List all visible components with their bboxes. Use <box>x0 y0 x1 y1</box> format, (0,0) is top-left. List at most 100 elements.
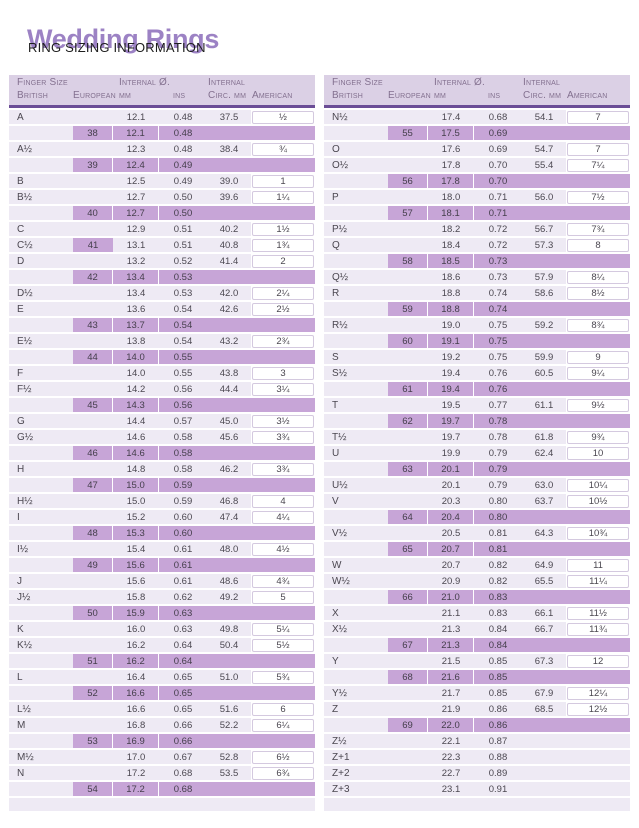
table-row: W½ 20.9 0.82 65.5 11¼ <box>324 574 630 588</box>
diameter-ins-cell: 0.73 <box>474 270 522 284</box>
circumference-mm-cell: 45.0 <box>207 414 251 428</box>
header-american: American <box>567 90 608 101</box>
diameter-mm-cell: 16.4 <box>113 670 159 684</box>
table-row: M 16.8 0.66 52.2 6¼ <box>9 718 315 732</box>
british-size-cell: B <box>9 174 73 188</box>
diameter-mm-cell: 21.3 <box>428 622 474 636</box>
american-size-cell <box>251 158 315 172</box>
table-row: T 19.5 0.77 61.1 9½ <box>324 398 630 412</box>
diameter-mm-cell: 15.6 <box>113 574 159 588</box>
diameter-ins-cell: 0.68 <box>474 110 522 124</box>
diameter-ins-cell: 0.50 <box>159 190 207 204</box>
british-size-cell: M <box>9 718 73 732</box>
table-row: C 12.9 0.51 40.2 1½ <box>9 222 315 236</box>
circumference-mm-cell: 57.9 <box>522 270 566 284</box>
diameter-mm-cell: 18.6 <box>428 270 474 284</box>
diameter-mm-cell: 14.4 <box>113 414 159 428</box>
european-size-cell <box>73 430 113 444</box>
american-size-cell <box>251 398 315 412</box>
diameter-ins-cell: 0.54 <box>159 302 207 316</box>
european-size-cell <box>388 702 428 716</box>
circumference-mm-cell <box>522 766 566 780</box>
european-band-row: 44 14.0 0.55 <box>9 350 315 364</box>
british-size-cell: X <box>324 606 388 620</box>
american-size-cell: 9½ <box>567 398 629 412</box>
sizing-table-right: Finger Size Internal Ø. Internal British… <box>324 75 630 811</box>
circumference-mm-cell <box>522 382 566 396</box>
header-internal-diameter: Internal Ø. <box>434 77 485 88</box>
table-row: A 12.1 0.48 37.5 ½ <box>9 110 315 124</box>
american-size-cell <box>251 782 315 796</box>
diameter-mm-cell: 16.2 <box>113 654 159 668</box>
table-row: E 13.6 0.54 42.6 2½ <box>9 302 315 316</box>
american-size-cell <box>251 446 315 460</box>
european-band-row: 67 21.3 0.84 <box>324 638 630 652</box>
diameter-ins-cell: 0.63 <box>159 622 207 636</box>
diameter-mm-cell: 19.2 <box>428 350 474 364</box>
header-internal-diameter: Internal Ø. <box>119 77 170 88</box>
diameter-mm-cell: 12.9 <box>113 222 159 236</box>
european-band-row: 61 19.4 0.76 <box>324 382 630 396</box>
european-band-row: 62 19.7 0.78 <box>324 414 630 428</box>
diameter-mm-cell: 19.7 <box>428 430 474 444</box>
diameter-ins-cell: 0.65 <box>159 670 207 684</box>
diameter-mm-cell: 12.3 <box>113 142 159 156</box>
american-size-cell: 8 <box>567 238 629 252</box>
diameter-mm-cell: 19.4 <box>428 382 474 396</box>
diameter-mm-cell: 17.2 <box>113 766 159 780</box>
diameter-mm-cell: 15.4 <box>113 542 159 556</box>
american-size-cell <box>566 334 630 348</box>
table-row: O½ 17.8 0.70 55.4 7¼ <box>324 158 630 172</box>
british-size-cell: C½ <box>9 238 73 252</box>
european-band-row: 55 17.5 0.69 <box>324 126 630 140</box>
diameter-mm-cell: 14.6 <box>113 430 159 444</box>
table-row: Q 18.4 0.72 57.3 8 <box>324 238 630 252</box>
european-size-cell <box>388 158 428 172</box>
european-size-cell: 40 <box>73 206 113 220</box>
diameter-ins-cell: 0.81 <box>474 542 522 556</box>
british-size-cell: O½ <box>324 158 388 172</box>
diameter-ins-cell: 0.51 <box>159 222 207 236</box>
diameter-ins-cell: 0.83 <box>474 606 522 620</box>
american-size-cell: 3½ <box>252 414 314 428</box>
british-size-cell <box>324 590 388 604</box>
diameter-ins-cell: 0.70 <box>474 158 522 172</box>
american-size-cell <box>566 670 630 684</box>
diameter-mm-cell: 16.6 <box>113 686 159 700</box>
diameter-mm-cell: 22.0 <box>428 718 474 732</box>
diameter-ins-cell: 0.79 <box>474 462 522 476</box>
table-row: S½ 19.4 0.76 60.5 9¼ <box>324 366 630 380</box>
british-size-cell: K <box>9 622 73 636</box>
british-size-cell: P <box>324 190 388 204</box>
american-size-cell: 4½ <box>252 542 314 556</box>
british-size-cell <box>324 174 388 188</box>
british-size-cell: E½ <box>9 334 73 348</box>
ring-sizing-tables: Finger Size Internal Ø. Internal British… <box>9 75 630 811</box>
diameter-mm-cell: 13.2 <box>113 254 159 268</box>
circumference-mm-cell: 56.0 <box>522 190 566 204</box>
european-band-row: 65 20.7 0.81 <box>324 542 630 556</box>
european-size-cell: 38 <box>73 126 113 140</box>
diameter-mm-cell: 20.4 <box>428 510 474 524</box>
table-row: J 15.6 0.61 48.6 4¾ <box>9 574 315 588</box>
diameter-mm-cell: 12.1 <box>113 110 159 124</box>
circumference-mm-cell: 61.1 <box>522 398 566 412</box>
diameter-ins-cell: 0.72 <box>474 238 522 252</box>
header-ins: ins <box>488 90 501 101</box>
diameter-mm-cell: 16.0 <box>113 622 159 636</box>
british-size-cell: T½ <box>324 430 388 444</box>
diameter-ins-cell: 0.60 <box>159 526 207 540</box>
european-size-cell <box>388 350 428 364</box>
diameter-mm-cell: 15.9 <box>113 606 159 620</box>
diameter-mm-cell: 19.9 <box>428 446 474 460</box>
european-band-row: 68 21.6 0.85 <box>324 670 630 684</box>
diameter-mm-cell: 13.4 <box>113 270 159 284</box>
circumference-mm-cell: 47.4 <box>207 510 251 524</box>
circumference-mm-cell <box>522 718 566 732</box>
diameter-ins-cell: 0.61 <box>159 574 207 588</box>
diameter-ins-cell: 0.79 <box>474 478 522 492</box>
diameter-ins-cell: 0.52 <box>159 254 207 268</box>
american-size-cell <box>566 302 630 316</box>
circumference-mm-cell <box>207 158 251 172</box>
diameter-mm-cell: 12.1 <box>113 126 159 140</box>
